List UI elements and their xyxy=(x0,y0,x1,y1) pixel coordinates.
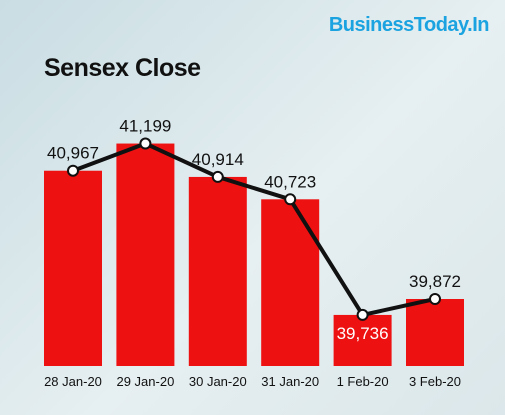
value-label: 40,967 xyxy=(47,144,99,163)
value-label: 40,914 xyxy=(192,150,244,169)
point-marker-1 xyxy=(67,164,79,177)
x-tick-label: 3 Feb-20 xyxy=(409,374,461,389)
value-label: 40,723 xyxy=(264,172,316,191)
value-labels-group: 40,967 41,199 40,914 40,723 39,736 39,872 xyxy=(47,117,461,343)
bar-1 xyxy=(44,170,102,366)
bar-6 xyxy=(406,298,464,366)
bar-5 xyxy=(333,314,392,366)
value-label: 41,199 xyxy=(119,117,171,136)
bar-4 xyxy=(261,199,320,366)
brand-logo: BusinessToday.In xyxy=(328,14,490,36)
value-label: 39,736 xyxy=(337,324,389,343)
point-marker-3 xyxy=(211,170,224,183)
bars-group xyxy=(44,143,464,366)
trend-line xyxy=(72,141,436,317)
x-tick-label: 28 Jan-20 xyxy=(44,374,102,389)
chart-title: Sensex Close xyxy=(44,54,201,82)
x-tick-label: 29 Jan-20 xyxy=(116,374,174,389)
bar-2 xyxy=(116,143,175,366)
bar-3 xyxy=(188,176,247,366)
point-marker-5 xyxy=(356,308,369,321)
point-marker-2 xyxy=(139,137,152,150)
point-marker-6 xyxy=(429,292,441,305)
x-tick-label: 30 Jan-20 xyxy=(189,374,247,389)
x-tick-labels-group: 28 Jan-20 29 Jan-20 30 Jan-20 31 Jan-20 1 Fe… xyxy=(44,374,461,389)
trend-line-group xyxy=(67,137,441,321)
point-marker-4 xyxy=(284,193,297,206)
value-label: 39,872 xyxy=(409,272,461,291)
x-tick-label: 31 Jan-20 xyxy=(261,374,319,389)
x-tick-label: 1 Feb-20 xyxy=(337,374,389,389)
